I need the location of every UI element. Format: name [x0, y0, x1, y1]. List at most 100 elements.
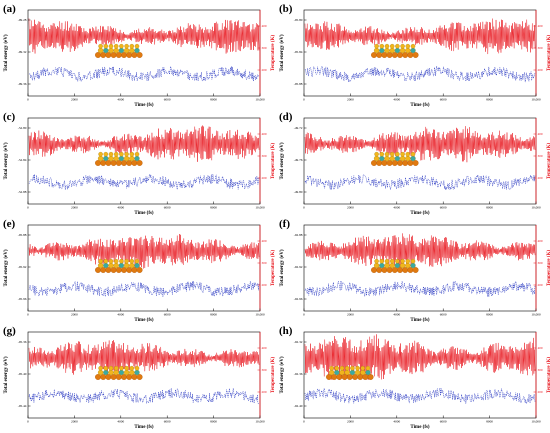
atom — [134, 151, 140, 157]
atom — [379, 258, 385, 264]
x-tick-label: 6000 — [164, 98, 171, 102]
structure-inset — [95, 365, 143, 380]
atom — [123, 47, 130, 54]
atom — [374, 258, 379, 264]
left-tick-label: -95.80 — [294, 18, 303, 22]
atom — [134, 262, 140, 269]
atom — [344, 365, 350, 371]
atom — [108, 365, 114, 371]
energy-series — [304, 174, 536, 191]
atom — [410, 155, 416, 162]
x-tick-label: 10,000 — [255, 98, 265, 103]
atom — [113, 262, 119, 269]
left-tick-label: -95.96 — [18, 297, 27, 301]
atom — [119, 43, 124, 49]
x-tick-label: 8000 — [486, 313, 493, 317]
atom — [119, 365, 124, 371]
atom — [354, 369, 361, 376]
left-axis-title: Total energy (eV) — [4, 356, 9, 393]
x-tick-label: 4000 — [117, 313, 124, 317]
left-tick-label: -95.92 — [18, 265, 27, 269]
right-tick-label: 200 — [538, 176, 543, 180]
atom — [400, 151, 405, 157]
atom — [405, 155, 411, 162]
atom — [379, 151, 385, 157]
x-tick-label: 6000 — [440, 206, 447, 210]
atom — [395, 43, 400, 49]
atom — [400, 258, 405, 264]
x-tick-label: 4000 — [393, 98, 400, 102]
left-tick-label: -95.88 — [294, 82, 303, 86]
plot-frame — [27, 9, 261, 97]
x-tick-label: 6000 — [164, 420, 171, 424]
atom — [365, 369, 371, 376]
atom — [136, 160, 143, 166]
right-axis-title: Temperature (K) — [271, 357, 276, 394]
atom — [412, 52, 419, 58]
left-tick-label: -49.76 — [294, 158, 303, 162]
atom — [412, 267, 419, 273]
structure-inset — [371, 258, 419, 273]
right-tick-label: 300 — [262, 368, 267, 372]
temperature-series — [304, 18, 536, 55]
atom — [113, 43, 119, 49]
plot-frame — [303, 224, 537, 312]
left-tick-label: -92.92 — [294, 265, 303, 269]
atom — [108, 258, 114, 264]
atom — [134, 369, 140, 376]
x-tick-label: 8000 — [486, 420, 493, 424]
atom — [118, 155, 125, 162]
atom — [108, 155, 114, 162]
x-tick-label: 6000 — [164, 313, 171, 317]
energy-series — [28, 66, 260, 82]
left-tick-label: -95.88 — [18, 233, 27, 237]
energy-series — [304, 387, 536, 404]
left-tick-label: -95.40 — [18, 372, 27, 376]
left-axis-title: Total energy (eV) — [280, 34, 285, 71]
structure-inset — [95, 43, 143, 58]
x-tick-label: 10,000 — [531, 420, 541, 425]
right-tick-label: 200 — [262, 176, 267, 180]
atom — [410, 258, 416, 264]
atom — [108, 47, 114, 54]
right-axis-title: Temperature (K) — [547, 250, 550, 287]
atom — [119, 151, 124, 157]
atom — [394, 262, 401, 269]
atom — [119, 258, 124, 264]
atom — [103, 365, 109, 371]
x-tick-label: 10,000 — [531, 313, 541, 318]
atom — [134, 155, 140, 162]
structure-inset — [371, 43, 419, 58]
x-tick-label: 10,000 — [255, 206, 265, 211]
right-axis-title: Temperature (K) — [547, 35, 550, 72]
atom — [129, 365, 135, 371]
x-tick-label: 0 — [303, 98, 305, 102]
right-tick-label: 200 — [262, 283, 267, 287]
x-tick-label: 6000 — [440, 420, 447, 424]
panel-label: (d) — [279, 111, 293, 123]
atom — [339, 365, 345, 371]
left-axis-title: Total energy (eV) — [4, 249, 9, 286]
right-axis-title: Temperature (K) — [271, 250, 276, 287]
atom — [108, 262, 114, 269]
left-axis-title: Total energy (eV) — [4, 142, 9, 179]
atom — [355, 365, 360, 371]
plot-frame — [27, 224, 261, 312]
x-tick-label: 10,000 — [255, 420, 265, 425]
atom — [379, 47, 385, 54]
atom — [389, 47, 395, 54]
x-tick-label: 0 — [27, 420, 29, 424]
atom — [124, 151, 129, 157]
right-tick-label: 200 — [538, 68, 543, 72]
left-axis-title: Total energy (eV) — [280, 142, 285, 179]
atom — [129, 258, 135, 264]
x-tick-label: 6000 — [440, 98, 447, 102]
atom — [129, 262, 135, 269]
temperature-series — [304, 233, 536, 270]
energy-series — [304, 280, 536, 297]
